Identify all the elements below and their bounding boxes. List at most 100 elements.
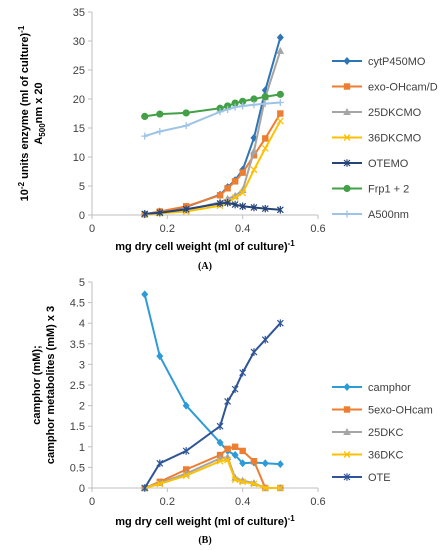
data-point (276, 460, 284, 469)
data-point (262, 135, 269, 142)
y-axis-title-line2: camphor metabolites (mM) x 3 (45, 306, 57, 464)
data-point (276, 90, 284, 98)
data-point (182, 122, 190, 130)
data-point (231, 451, 239, 460)
data-point (231, 99, 239, 107)
panel-label: (A) (198, 261, 212, 272)
data-point (216, 108, 224, 116)
y-tick-label: 15 (73, 123, 85, 135)
series-5exo-ohcam (141, 443, 284, 492)
x-tick-label: 0.4 (235, 223, 250, 235)
series-36dkcmo (141, 117, 284, 218)
data-point (141, 484, 149, 492)
x-tick-label: 0.2 (160, 496, 175, 508)
data-point (182, 205, 190, 213)
legend-label: Frp1 + 2 (368, 184, 409, 196)
data-point (239, 478, 247, 486)
chart-panel-a: 0 5 10 15 20 25 30 35 0 0.2 0.4 0.6 mg dry cell weig… (17, 7, 438, 272)
legend-item: 25DKC (332, 427, 404, 439)
data-point (261, 484, 269, 492)
series-line (144, 50, 282, 216)
x-tick-label: 0.6 (310, 496, 325, 508)
legend-label: OTE (368, 472, 391, 484)
data-point (156, 480, 164, 488)
y-title-superscript: -1 (17, 25, 26, 33)
legend-swatch-marker (343, 57, 351, 65)
data-point (250, 133, 258, 142)
data-point (276, 205, 284, 214)
legend-label: OTEMO (368, 158, 409, 170)
legend-swatch-marker (343, 406, 351, 413)
data-point (216, 192, 224, 199)
data-point (261, 93, 269, 101)
data-point (182, 109, 190, 117)
legend-label: A500nm (368, 209, 409, 221)
y-tick-label: 5 (79, 277, 85, 289)
data-point (276, 33, 284, 42)
legend-swatch-marker (343, 473, 351, 481)
x-axis-title-text: mg dry cell weight (ml of culture) (115, 516, 288, 528)
y-axis-title-line1: camphor (mM); (31, 345, 43, 424)
x-axis-title: mg dry cell weight (ml of culture)-1 (115, 514, 295, 528)
legend-swatch-marker (343, 383, 351, 391)
data-point (224, 105, 232, 113)
panel-label: (B) (198, 535, 211, 546)
series-camphor (141, 290, 284, 469)
y-title-text: camphor (mM); (31, 345, 43, 424)
legend-swatch-marker (343, 451, 351, 458)
data-point (261, 335, 269, 344)
y-tick-label: 25 (73, 65, 85, 77)
y-title-subscript: 500 (38, 123, 47, 137)
legend-item: 5exo-OHcam (332, 405, 433, 417)
y-tick-label: 0.5 (70, 462, 85, 474)
y-tick-label: 5 (79, 181, 85, 193)
data-point (276, 484, 284, 492)
y-title-text: 10 (19, 189, 31, 201)
data-point (141, 132, 149, 140)
series-line (144, 101, 281, 138)
x-tick-label: 0.2 (160, 223, 175, 235)
legend-swatch-marker (343, 108, 351, 115)
y-title-text: camphor metabolites (mM) x 3 (45, 306, 57, 464)
data-point (276, 46, 285, 54)
legend-item: 36DKCMO (332, 133, 422, 145)
data-point (239, 459, 247, 468)
legend-label: 25DKCMO (368, 107, 422, 119)
legend-label: 36DKCMO (368, 133, 422, 145)
data-point (224, 445, 231, 453)
series-line (144, 458, 281, 489)
legend-label: cytP450MO (368, 56, 426, 68)
legend-label: exo-OHcam/D (368, 82, 438, 94)
y-tick-label: 20 (73, 94, 85, 106)
data-point (250, 147, 258, 155)
data-point (231, 476, 239, 484)
data-point (261, 204, 269, 213)
x-tick-label: 0 (89, 496, 95, 508)
data-point (182, 401, 190, 410)
data-point (231, 200, 239, 209)
y-tick-label: 3.5 (70, 339, 85, 351)
data-point (239, 169, 246, 176)
data-point (239, 368, 247, 377)
data-point (182, 472, 190, 480)
x-tick-label: 0 (89, 223, 95, 235)
y-title-superscript: -2 (17, 181, 26, 189)
y-tick-label: 35 (73, 7, 85, 19)
data-point (250, 152, 258, 159)
data-point (231, 178, 239, 185)
legend-swatch-marker (343, 159, 351, 167)
series-ote (141, 319, 284, 492)
data-point (239, 102, 247, 110)
y-tick-label: 2 (79, 401, 85, 413)
data-point (239, 447, 246, 455)
series-otemo (141, 199, 284, 218)
legend-swatch-marker (343, 184, 351, 193)
series-line (144, 93, 281, 118)
data-point (156, 127, 164, 135)
series-exo-ohcam-d (141, 110, 284, 218)
data-point (216, 199, 224, 208)
legend-swatch-marker (343, 83, 351, 90)
data-point (261, 144, 269, 152)
series-a500nm (141, 98, 284, 140)
